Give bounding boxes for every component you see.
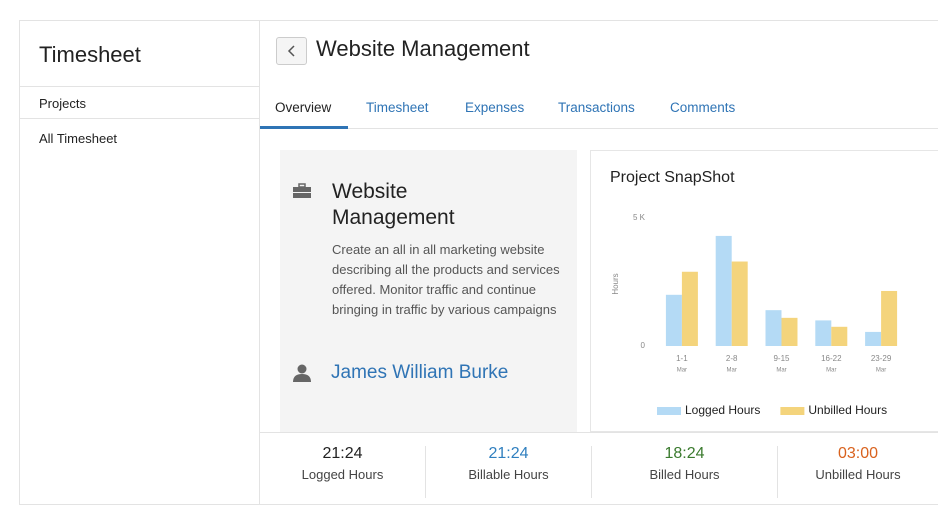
person-icon — [293, 364, 311, 382]
y-axis-label: Hours — [611, 273, 620, 294]
legend-label: Logged Hours — [685, 403, 760, 417]
project-card: Website Management Create an all in all … — [280, 150, 577, 432]
bar — [781, 317, 798, 346]
sidebar: Timesheet Projects All Timesheet — [19, 20, 260, 505]
legend-swatch — [657, 407, 681, 415]
x-tick-label: 1-1 — [676, 354, 688, 363]
y-tick-label: 0 — [641, 341, 646, 350]
y-tick-label: 5 K — [633, 213, 646, 222]
bar — [881, 290, 898, 346]
stat: 18:24 Billed Hours — [592, 445, 777, 482]
bar — [831, 326, 848, 346]
stat-label: Logged Hours — [301, 467, 384, 482]
chart: Project SnapShot Hours 0 5 K 1-1 Mar 2-8 Mar 9… — [610, 169, 898, 417]
tab[interactable]: Comments — [670, 100, 736, 115]
stat-label: Billable Hours — [468, 467, 549, 482]
sidebar-item[interactable]: Projects — [19, 86, 259, 119]
stat-value: 21:24 — [488, 445, 529, 462]
stat-label: Billed Hours — [649, 467, 720, 482]
project-description: Create an all in all marketing website d… — [332, 242, 560, 317]
tab[interactable]: Timesheet — [366, 100, 429, 115]
x-tick-sublabel: Mar — [826, 368, 836, 374]
sidebar-item[interactable]: All Timesheet — [39, 131, 118, 146]
page-title: Website Management — [316, 36, 530, 61]
back-icon — [287, 45, 295, 57]
stat-label: Unbilled Hours — [815, 467, 901, 482]
legend-label: Unbilled Hours — [808, 403, 887, 417]
stat-value: 21:24 — [322, 445, 363, 462]
x-tick-sublabel: Mar — [727, 368, 737, 374]
frame — [19, 20, 938, 505]
tab[interactable]: Transactions — [558, 100, 635, 115]
bar — [865, 331, 882, 346]
tab[interactable]: Overview — [275, 100, 332, 115]
x-tick-label: 16-22 — [821, 354, 842, 363]
briefcase-icon — [293, 183, 311, 198]
project-name: Website Management — [332, 180, 455, 229]
tab[interactable]: Expenses — [465, 100, 525, 115]
stat: 21:24 Billable Hours — [426, 445, 591, 482]
separator — [425, 446, 426, 498]
tab-indicator — [260, 126, 348, 129]
stat-value: 18:24 — [664, 445, 705, 462]
sidebar-title: Timesheet — [39, 42, 141, 67]
separator — [591, 446, 592, 498]
x-tick-label: 9-15 — [773, 354, 790, 363]
bar — [815, 320, 832, 346]
stat: 03:00 Unbilled Hours — [778, 445, 938, 482]
bar — [731, 261, 748, 346]
project-owner[interactable]: James William Burke — [331, 362, 509, 383]
legend-swatch — [780, 407, 805, 415]
stat-value: 03:00 — [837, 445, 879, 462]
back-button[interactable] — [276, 37, 307, 65]
bar — [665, 294, 682, 346]
stat: 21:24 Logged Hours — [260, 445, 425, 482]
separator — [777, 446, 778, 498]
x-tick-label: 23-29 — [871, 354, 892, 363]
chart-card: Project SnapShot Hours 0 5 K 1-1 Mar 2-8 Mar 9… — [590, 150, 938, 432]
bar — [765, 310, 782, 346]
chart-title: Project SnapShot — [610, 169, 735, 186]
bar — [715, 235, 732, 346]
x-tick-sublabel: Mar — [677, 368, 687, 374]
x-tick-label: 2-8 — [726, 354, 738, 363]
x-tick-sublabel: Mar — [776, 368, 786, 374]
stats-bar: 21:24 Logged Hours 21:24 Billable Hours … — [260, 432, 938, 505]
tab-divider — [260, 128, 938, 129]
x-tick-sublabel: Mar — [876, 368, 886, 374]
bar — [681, 271, 698, 346]
